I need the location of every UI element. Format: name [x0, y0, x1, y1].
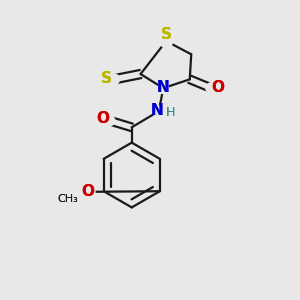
Text: O: O [82, 184, 95, 199]
Circle shape [158, 83, 169, 94]
Text: S: S [161, 27, 172, 42]
Circle shape [104, 115, 115, 126]
Text: N: N [157, 80, 169, 95]
Text: O: O [211, 80, 224, 95]
Text: O: O [96, 111, 109, 126]
Text: O: O [211, 80, 224, 95]
Circle shape [84, 187, 95, 197]
Text: S: S [101, 71, 112, 86]
Text: N: N [150, 103, 163, 118]
Text: S: S [101, 71, 112, 86]
Text: CH₃: CH₃ [57, 194, 78, 204]
Text: H: H [165, 106, 175, 118]
Circle shape [109, 74, 119, 85]
Text: O: O [96, 111, 109, 126]
Text: S: S [161, 27, 172, 42]
Text: CH₃: CH₃ [57, 194, 78, 204]
Text: N: N [150, 103, 163, 118]
Text: H: H [165, 106, 175, 118]
Circle shape [206, 83, 217, 94]
Circle shape [154, 106, 164, 116]
Text: N: N [157, 80, 169, 95]
Text: O: O [82, 184, 95, 199]
Circle shape [160, 34, 173, 47]
